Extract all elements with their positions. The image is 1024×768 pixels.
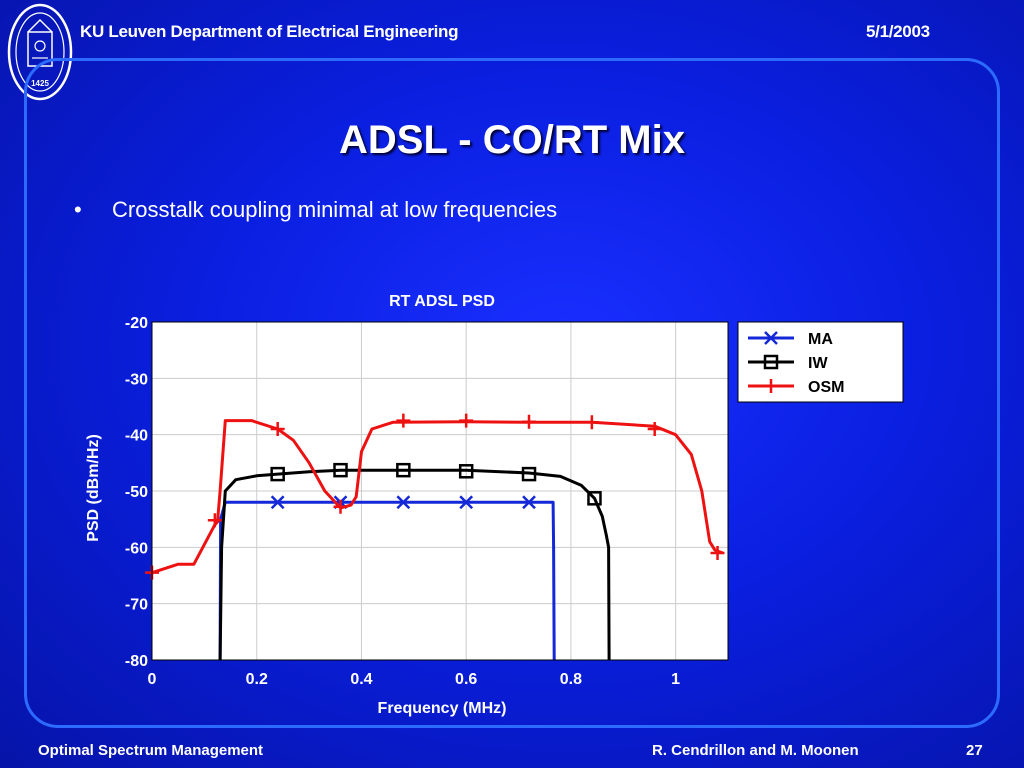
- data-point-ma: [396, 495, 411, 510]
- data-point-iw: [270, 466, 285, 482]
- y-axis-label: PSD (dBm/Hz): [85, 434, 102, 542]
- header-date: 5/1/2003: [866, 22, 930, 41]
- data-point-ma: [522, 495, 536, 510]
- data-point-osm: [207, 513, 222, 528]
- y-tick-label: -30: [125, 371, 148, 388]
- legend-marker-iw: [763, 354, 779, 370]
- data-point-osm: [270, 422, 285, 437]
- data-point-osm: [710, 545, 725, 560]
- data-point-osm: [647, 422, 662, 437]
- legend-entry-osm: OSM: [748, 379, 844, 396]
- page-number: 27: [966, 742, 983, 759]
- legend-entry-ma: MA: [748, 331, 833, 348]
- chart-title: RT ADSL PSD: [389, 293, 495, 310]
- legend-label-iw: IW: [808, 355, 828, 372]
- data-point-iw: [587, 491, 602, 506]
- x-tick-label: 1: [671, 671, 680, 688]
- data-point-osm: [333, 499, 348, 514]
- slide-title: ADSL - CO/RT Mix: [339, 118, 685, 162]
- bullet-text: Crosstalk coupling minimal at low freque…: [112, 197, 558, 222]
- y-tick-label: -50: [125, 484, 148, 501]
- data-point-osm: [396, 413, 411, 428]
- data-point-iw: [458, 464, 474, 479]
- x-tick-label: 0.4: [350, 671, 372, 688]
- bullet-dot: •: [74, 197, 82, 222]
- y-tick-label: -80: [125, 653, 148, 670]
- legend-label-ma: MA: [808, 331, 833, 348]
- legend-label-osm: OSM: [808, 379, 844, 396]
- header-institution: KU Leuven Department of Electrical Engin…: [80, 22, 459, 41]
- tick-labels: 0 0.2 0.4 0.6 0.8 1 -80 -70 -60 -50 -40 -30 -20: [125, 315, 680, 688]
- series-layer: [145, 413, 725, 661]
- series-line-osm: [151, 419, 724, 575]
- x-axis-label: Frequency (MHz): [378, 700, 507, 717]
- legend: MA IW OSM: [737, 321, 904, 403]
- plot-border: [151, 321, 729, 661]
- data-point-ma: [459, 495, 474, 510]
- legend-marker-osm: [764, 379, 778, 393]
- data-point-osm: [584, 415, 599, 430]
- y-tick-label: -60: [125, 540, 148, 557]
- y-tick-label: -40: [125, 428, 148, 445]
- data-point-iw: [521, 466, 537, 482]
- data-point-osm: [522, 414, 537, 429]
- data-point-osm: [459, 413, 474, 428]
- legend-marker-ma: [764, 331, 778, 345]
- x-tick-label: 0: [148, 671, 157, 688]
- legend-entry-iw: IW: [748, 354, 828, 372]
- x-tick-label: 0.2: [246, 671, 268, 688]
- footer-authors: R. Cendrillon and M. Moonen: [652, 742, 859, 759]
- footer-title: Optimal Spectrum Management: [38, 742, 264, 759]
- content-frame: [24, 58, 1000, 728]
- data-point-iw: [396, 462, 411, 478]
- y-tick-label: -70: [125, 597, 148, 614]
- data-point-iw: [333, 462, 348, 478]
- x-tick-label: 0.8: [560, 671, 582, 688]
- x-tick-label: 0.6: [455, 671, 477, 688]
- data-point-ma: [270, 495, 285, 510]
- y-tick-label: -20: [125, 315, 148, 332]
- series-line-iw: [218, 468, 611, 661]
